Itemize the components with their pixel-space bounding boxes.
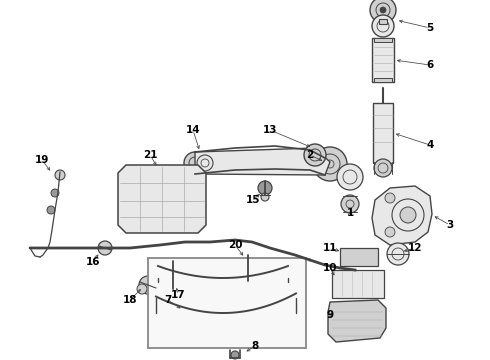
Circle shape — [370, 0, 396, 23]
Circle shape — [163, 282, 175, 294]
Circle shape — [385, 193, 395, 203]
Circle shape — [372, 15, 394, 37]
Text: 21: 21 — [143, 150, 157, 160]
Circle shape — [139, 276, 157, 294]
Circle shape — [380, 7, 386, 13]
Text: 6: 6 — [426, 60, 434, 70]
Bar — [372, 38, 394, 82]
Circle shape — [55, 170, 65, 180]
Circle shape — [326, 160, 334, 168]
Text: 4: 4 — [426, 140, 434, 150]
Circle shape — [184, 152, 206, 174]
Bar — [374, 38, 392, 42]
Circle shape — [261, 193, 269, 201]
Text: 19: 19 — [35, 155, 49, 165]
Text: 8: 8 — [251, 341, 259, 351]
Circle shape — [387, 243, 409, 265]
Circle shape — [238, 280, 248, 290]
Text: 15: 15 — [246, 195, 260, 205]
Text: 20: 20 — [228, 240, 242, 250]
Text: 5: 5 — [426, 23, 434, 33]
Text: 11: 11 — [323, 243, 337, 253]
Polygon shape — [372, 186, 432, 245]
Text: 3: 3 — [446, 220, 454, 230]
Circle shape — [137, 284, 147, 294]
Bar — [374, 78, 392, 82]
Circle shape — [47, 206, 55, 214]
Text: 13: 13 — [263, 125, 277, 135]
Bar — [373, 103, 393, 163]
Bar — [148, 258, 306, 348]
Text: 9: 9 — [326, 310, 334, 320]
Text: 10: 10 — [323, 263, 337, 273]
Bar — [332, 270, 384, 298]
Circle shape — [313, 147, 347, 181]
Circle shape — [163, 265, 183, 285]
Circle shape — [400, 207, 416, 223]
Circle shape — [51, 189, 59, 197]
Text: 17: 17 — [171, 290, 185, 300]
Polygon shape — [118, 165, 206, 233]
Circle shape — [197, 155, 213, 171]
Text: 7: 7 — [164, 295, 171, 305]
Circle shape — [337, 164, 363, 190]
Circle shape — [341, 195, 359, 213]
Polygon shape — [328, 300, 386, 342]
Text: 18: 18 — [123, 295, 137, 305]
Circle shape — [98, 241, 112, 255]
Circle shape — [238, 258, 258, 278]
Text: 16: 16 — [86, 257, 100, 267]
Circle shape — [258, 181, 272, 195]
Text: 14: 14 — [186, 125, 200, 135]
Circle shape — [238, 274, 252, 288]
Circle shape — [231, 351, 239, 359]
Bar — [379, 19, 387, 24]
Circle shape — [304, 144, 326, 166]
Text: 2: 2 — [306, 150, 314, 160]
Polygon shape — [195, 148, 330, 175]
Text: 1: 1 — [346, 208, 354, 218]
Text: 12: 12 — [408, 243, 422, 253]
Circle shape — [374, 159, 392, 177]
Circle shape — [385, 227, 395, 237]
Bar — [340, 248, 378, 266]
